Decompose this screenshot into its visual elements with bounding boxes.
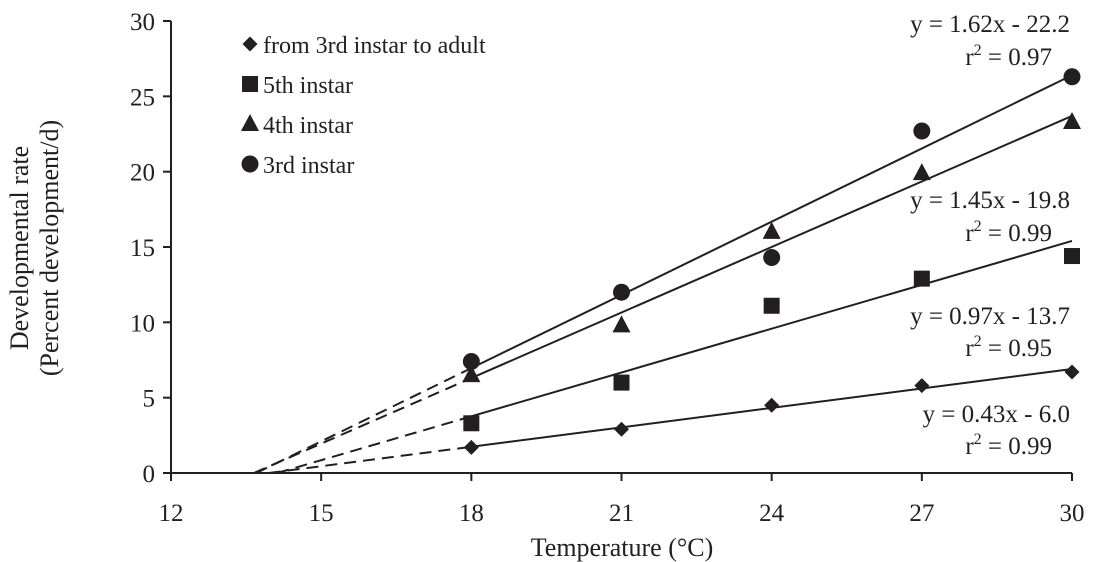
r-squared-label: r2 = 0.95 [965, 333, 1052, 362]
y-tick-label: 0 [143, 461, 156, 488]
r-squared-exponent: 2 [974, 431, 982, 448]
data-point-diamond [463, 439, 479, 455]
data-point-triangle [912, 163, 931, 181]
fit-line-square [471, 240, 1073, 418]
r-squared-label: r2 = 0.99 [965, 218, 1052, 247]
r-squared-exponent: 2 [974, 42, 982, 59]
legend-marker-triangle [241, 114, 259, 131]
y-axis-title-line1: Developmental rate [5, 146, 34, 350]
fit-extrapolation-dashed-triangle [253, 377, 472, 474]
data-point-triangle [612, 315, 631, 333]
fit-extrapolation-dashed-circle [255, 367, 472, 474]
r-squared-value: = 0.95 [982, 335, 1052, 362]
r-squared-exponent: 2 [974, 333, 982, 350]
x-tick-label: 12 [159, 500, 184, 527]
data-point-square [613, 374, 630, 391]
data-point-diamond [914, 378, 930, 394]
data-point-circle [913, 122, 931, 140]
y-tick-label: 30 [130, 9, 155, 36]
equation-label: y = 1.62x - 22.2 [910, 11, 1070, 38]
x-tick-label: 27 [909, 500, 934, 527]
r-squared-value: = 0.99 [982, 433, 1052, 460]
x-tick-label: 15 [309, 500, 334, 527]
data-point-circle [613, 283, 630, 301]
legend-marker-circle [241, 155, 259, 173]
equation-label: y = 1.45x - 19.8 [910, 187, 1070, 214]
data-points [462, 68, 1081, 455]
ticks: 0 5 10 15 20 25 30 12 15 18 21 24 27 30 [130, 9, 1085, 527]
data-point-diamond [764, 397, 780, 413]
fit-extrapolation-dashed-square [277, 415, 472, 474]
equation-label: y = 0.97x - 13.7 [910, 303, 1070, 330]
data-point-circle [763, 249, 781, 267]
legend-marker-diamond [242, 36, 258, 52]
r-squared-exponent: 2 [974, 218, 982, 235]
fit-line-circle [470, 74, 1073, 370]
r-squared-prefix: r [965, 335, 974, 362]
x-tick-label: 30 [1060, 500, 1085, 527]
legend-label: 3rd instar [263, 153, 354, 179]
data-point-square [763, 297, 780, 314]
r-squared-prefix: r [965, 44, 974, 71]
x-tick-label: 24 [759, 500, 785, 527]
equation-label: y = 0.43x - 6.0 [923, 401, 1070, 428]
legend-label: 4th instar [263, 113, 353, 139]
legend: from 3rd instar to adult 5th instar 4th in… [241, 33, 486, 179]
r-squared-prefix: r [965, 433, 974, 460]
y-axis-title-line2: (Percent development/d) [35, 120, 64, 376]
r-squared-label: r2 = 0.97 [965, 42, 1052, 71]
data-point-triangle [762, 221, 781, 239]
y-tick-label: 25 [130, 84, 155, 111]
fit-line-triangle [470, 115, 1073, 379]
x-tick-label: 18 [459, 500, 484, 527]
data-point-square [1064, 248, 1080, 265]
y-tick-label: 15 [130, 235, 155, 262]
r-squared-label: r2 = 0.99 [965, 431, 1052, 460]
legend-marker-square [242, 76, 258, 92]
x-tick-label: 21 [609, 500, 634, 527]
data-point-square [463, 415, 480, 432]
fit-extrapolation-dashed-diamond [268, 445, 472, 474]
data-point-circle [1063, 68, 1081, 86]
data-point-diamond [1064, 364, 1080, 380]
data-point-triangle [462, 365, 481, 383]
legend-label: 5th instar [263, 73, 353, 99]
data-point-circle [462, 353, 480, 371]
r-squared-prefix: r [965, 220, 974, 247]
y-tick-label: 10 [130, 310, 155, 337]
data-point-diamond [614, 421, 629, 437]
data-point-square [913, 270, 930, 287]
data-point-triangle [1063, 111, 1081, 129]
r-squared-value: = 0.97 [982, 44, 1052, 71]
equation-labels: y = 0.43x - 6.0r2 = 0.99y = 0.97x - 13.7… [910, 11, 1070, 460]
y-tick-label: 20 [130, 160, 155, 187]
y-tick-label: 5 [143, 386, 156, 413]
r-squared-value: = 0.99 [982, 220, 1052, 247]
x-axis-title: Temperature (°C) [531, 533, 714, 562]
legend-label: from 3rd instar to adult [263, 33, 486, 59]
